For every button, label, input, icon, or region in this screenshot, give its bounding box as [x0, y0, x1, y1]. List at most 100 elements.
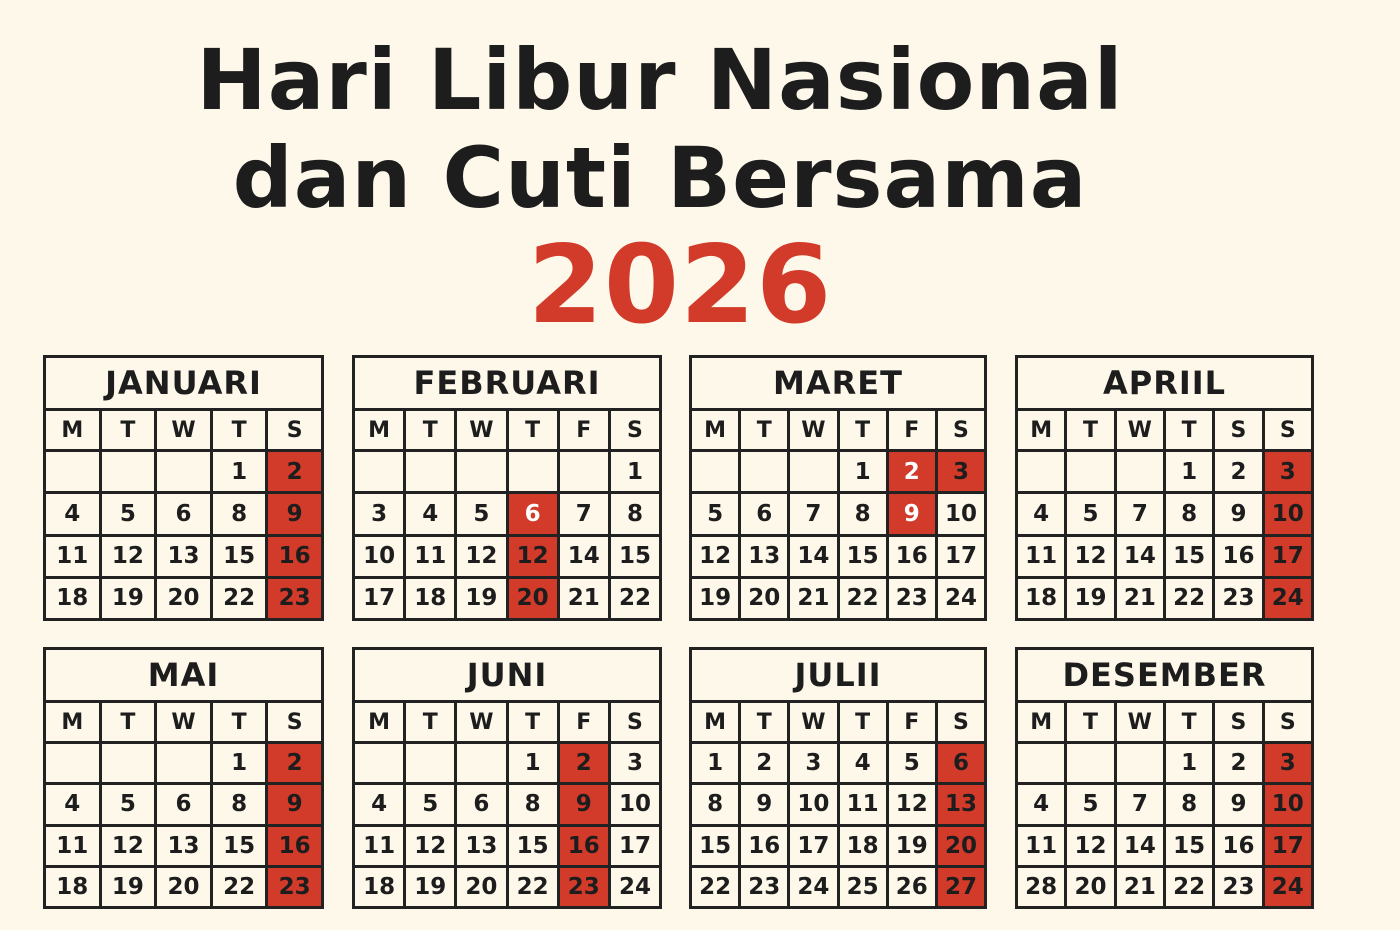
weekday-label: M — [355, 703, 407, 741]
week-row: 11 12 13 15 16 17 — [355, 826, 659, 868]
day-cell: 6 — [157, 494, 213, 534]
day-cell: 6 — [457, 785, 509, 824]
day-cell: 4 — [840, 744, 889, 783]
weekday-label: W — [1117, 411, 1166, 449]
weekday-label: T — [509, 411, 560, 449]
empty-day-cell — [355, 452, 407, 492]
month-name: APRIIL — [1018, 358, 1311, 411]
day-cell: 8 — [840, 494, 889, 534]
month-calendar-apriil: APRIIL M T W T S S 1 2 3 4 5 7 8 9 10 11 12 14 15 16 17 18 19 21… — [1015, 355, 1314, 621]
day-cell: 17 — [618, 832, 651, 859]
week-row: 5 6 7 8 9 10 — [692, 494, 984, 537]
month-calendar-juni: JUNI M T W T F S 1 2 3 4 5 6 8 9 10 11 12 13 15 16 17 18 19 20 22… — [352, 647, 662, 909]
holiday-day-cell: 2 — [268, 452, 321, 492]
month-name: JANUARI — [46, 358, 321, 411]
weekday-label: M — [692, 703, 742, 741]
day-cell: 2 — [1215, 744, 1265, 783]
day-cell: 13 — [157, 826, 213, 865]
day-cell: 26 — [889, 867, 938, 906]
holiday-day-cell: 23 — [559, 867, 611, 906]
month-name: JULII — [692, 650, 984, 703]
empty-day-cell — [509, 452, 560, 492]
month-calendar-mai: MAI M T W T S 1 2 4 5 6 8 9 11 12 13 15 16 18 19 20 22 23 — [43, 647, 324, 909]
day-cell: 20 — [457, 867, 509, 906]
week-row: 22 23 24 25 26 27 — [692, 867, 985, 906]
weekday-label: S — [1215, 411, 1265, 449]
weekday-label: T — [1067, 703, 1117, 741]
day-cell: 15 — [213, 536, 269, 576]
day-cell: 16 — [1215, 536, 1265, 576]
day-cell: 19 — [692, 578, 742, 618]
empty-day-cell — [1117, 744, 1166, 783]
day-cell: 12 — [406, 826, 458, 865]
day-cell: 18 — [1018, 578, 1068, 618]
day-cell: 23 — [741, 867, 791, 906]
holiday-day-cell: 13 — [937, 785, 985, 824]
day-cell: 14 — [1117, 536, 1166, 576]
empty-day-cell — [1018, 452, 1068, 492]
day-cell: 5 — [889, 744, 938, 783]
week-row: 11 12 13 15 16 — [46, 826, 321, 868]
day-cell: 11 — [46, 536, 102, 576]
week-row: 11 12 14 15 16 17 — [1018, 826, 1311, 868]
month-calendar-februari: FEBRUARI M T W T F S 1 3 4 5 6 7 8 10 11 12 12 14 15 17 18 19 2… — [352, 355, 662, 621]
empty-day-cell — [790, 452, 840, 492]
day-cell: 18 — [840, 826, 889, 865]
weekday-label: T — [840, 411, 889, 449]
day-cell: 13 — [741, 536, 791, 576]
day-cell: 15 — [692, 826, 742, 865]
day-cell: 10 — [790, 785, 840, 824]
holiday-day-cell: 2 — [268, 744, 321, 783]
empty-day-cell — [102, 452, 158, 492]
day-cell: 6 — [157, 785, 213, 824]
day-cell: 13 — [157, 536, 213, 576]
empty-day-cell — [1067, 452, 1117, 492]
day-cell: 20 — [157, 578, 213, 618]
week-row: 12 13 14 15 16 17 — [692, 536, 984, 579]
weekday-label: T — [213, 703, 269, 741]
day-cell: 8 — [692, 785, 742, 824]
holiday-day-cell: 6 — [937, 744, 985, 783]
day-cell: 7 — [1117, 494, 1166, 534]
holiday-day-cell: 10 — [1264, 494, 1311, 534]
day-cell: 12 — [102, 536, 158, 576]
month-calendar-januari: JANUARI M T W T S 1 2 4 5 6 8 9 11 12 13 15 16 18 19 20 22 23 — [43, 355, 324, 621]
day-cell: 19 — [889, 826, 938, 865]
holiday-day-cell: 9 — [559, 785, 611, 824]
holiday-day-cell: 2 — [888, 452, 938, 492]
weekday-label: T — [1166, 411, 1216, 449]
day-cell: 5 — [692, 494, 742, 534]
weekday-label: M — [692, 411, 742, 449]
day-cell: 20 — [741, 578, 791, 618]
day-cell: 11 — [840, 785, 889, 824]
day-cell: 10 — [355, 536, 407, 576]
day-cell: 24 — [618, 873, 651, 900]
day-cell: 22 — [213, 867, 269, 906]
empty-day-cell — [692, 452, 742, 492]
title-line-2: dan Cuti Bersama — [232, 129, 1088, 227]
holiday-day-cell: 16 — [268, 826, 321, 865]
weekday-label: T — [1067, 411, 1117, 449]
holiday-day-cell: 24 — [1264, 578, 1311, 618]
day-cell: 12 — [692, 536, 742, 576]
day-cell: 11 — [46, 826, 102, 865]
day-cell: 18 — [46, 578, 102, 618]
day-cell: 2 — [741, 744, 791, 783]
weekday-label: W — [457, 411, 509, 449]
weekday-label: S — [1215, 703, 1265, 741]
day-cell: 8 — [626, 500, 643, 527]
empty-day-cell — [355, 744, 407, 783]
holiday-day-cell: 9 — [268, 494, 321, 534]
holiday-day-cell: 20 — [937, 826, 985, 865]
weekday-label: T — [741, 411, 791, 449]
weekday-label: W — [157, 703, 213, 741]
holiday-day-cell: 20 — [508, 578, 560, 618]
holiday-day-cell: 17 — [1264, 536, 1311, 576]
day-cell: 5 — [1067, 494, 1117, 534]
weekday-label: M — [46, 411, 102, 449]
day-cell: 22 — [213, 578, 269, 618]
